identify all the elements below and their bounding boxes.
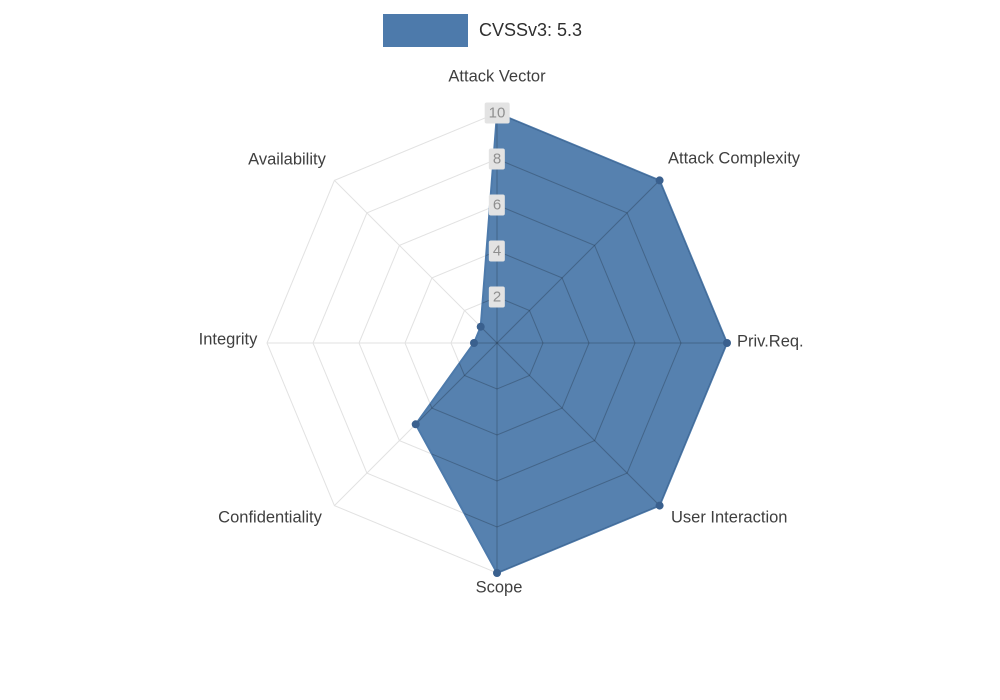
- radar-data-point: [476, 322, 485, 331]
- radial-tick-label-10: 10: [484, 102, 510, 124]
- radar-data-point: [411, 420, 420, 429]
- radial-tick-label-8: 8: [488, 148, 506, 170]
- radar-data-point: [493, 569, 501, 577]
- radial-tick-label-2: 2: [488, 286, 506, 308]
- axis-label-scope: Scope: [475, 578, 523, 597]
- radial-tick-label-4: 4: [488, 240, 506, 262]
- axis-label-priv-req: Priv.Req.: [737, 332, 804, 351]
- radar-data-point: [655, 176, 664, 185]
- axis-label-user-interaction: User Interaction: [671, 508, 788, 527]
- legend-label: CVSSv3: 5.3: [479, 20, 583, 40]
- radar-data-point: [723, 339, 731, 347]
- radial-tick-label-6: 6: [488, 194, 506, 216]
- radar-data-point: [470, 339, 478, 347]
- axis-label-confidentiality: Confidentiality: [218, 508, 322, 527]
- axis-label-attack-complexity: Attack Complexity: [668, 149, 801, 168]
- axis-label-attack-vector: Attack Vector: [448, 67, 546, 86]
- axis-label-integrity: Integrity: [198, 330, 258, 349]
- axis-label-availability: Availability: [248, 150, 326, 169]
- legend-item[interactable]: CVSSv3: 5.3: [383, 14, 582, 47]
- radar-data-point: [655, 501, 664, 510]
- legend-swatch: [383, 14, 468, 47]
